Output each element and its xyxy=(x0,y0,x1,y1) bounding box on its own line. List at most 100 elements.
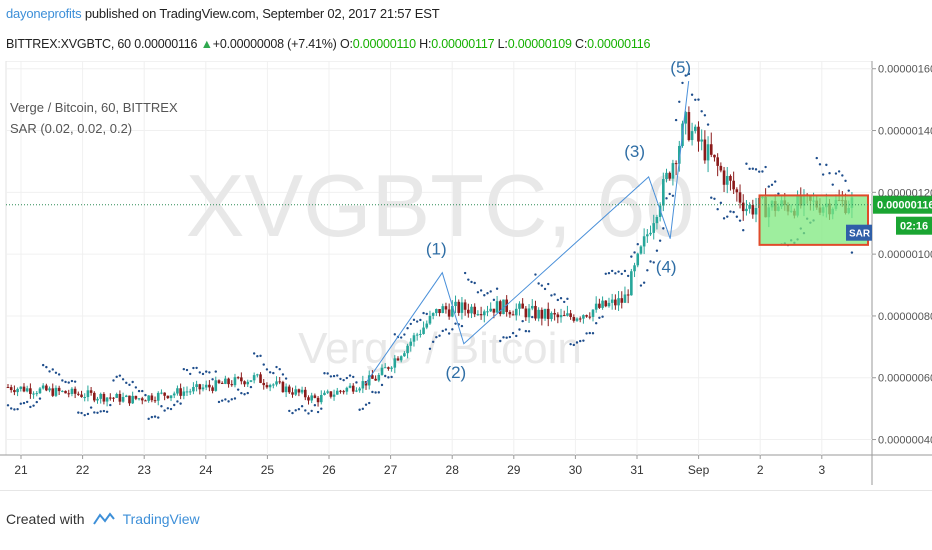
sar-dot xyxy=(166,407,170,410)
candle-body xyxy=(674,163,678,165)
candle-body xyxy=(399,356,403,361)
sar-dot xyxy=(61,379,64,382)
candle-body xyxy=(150,395,154,401)
sar-dot xyxy=(534,273,537,276)
sar-dot xyxy=(751,167,755,170)
sar-dot xyxy=(745,162,748,165)
price-tick-label: 0.00000140 xyxy=(878,126,932,138)
candle-body xyxy=(25,388,29,392)
sar-dot xyxy=(521,319,524,323)
candle-body xyxy=(249,380,253,382)
candle-body xyxy=(112,397,115,399)
sar-dot xyxy=(70,379,74,383)
sar-dot xyxy=(176,400,179,403)
sar-dot xyxy=(272,371,275,375)
symbol-label: BITTREX:XVGBTC, 60 xyxy=(6,37,131,51)
sar-dot xyxy=(153,415,157,418)
candle-body xyxy=(540,309,544,319)
candle-body xyxy=(383,367,387,369)
sar-dot xyxy=(169,407,173,411)
up-arrow-icon: ▲ xyxy=(200,37,213,51)
sar-dot xyxy=(729,210,732,213)
sar-dot xyxy=(774,180,777,183)
sar-dot xyxy=(51,368,54,371)
candle-body xyxy=(259,374,262,383)
time-tick-label: 23 xyxy=(138,463,152,477)
sar-dot xyxy=(403,333,406,336)
sar-dot xyxy=(80,411,83,415)
sar-dot xyxy=(307,412,310,415)
candle-body xyxy=(118,393,122,402)
sar-dot xyxy=(224,398,227,401)
candle-body xyxy=(447,309,451,317)
candle-body xyxy=(690,131,694,141)
candle-body xyxy=(192,386,195,392)
sar-dot xyxy=(147,417,150,421)
sar-dot xyxy=(249,385,253,389)
candle-body xyxy=(556,314,560,318)
sar-dot xyxy=(502,336,505,339)
tradingview-brand[interactable]: TradingView xyxy=(122,511,200,527)
sar-dot xyxy=(610,269,614,273)
candle-body xyxy=(642,236,646,247)
time-tick-label: 24 xyxy=(199,463,213,477)
sar-dot xyxy=(121,378,125,381)
time-tick-label: 26 xyxy=(322,463,336,477)
candle-body xyxy=(371,375,374,379)
candle-body xyxy=(409,341,413,346)
sar-dot xyxy=(454,322,457,325)
candle-body xyxy=(77,393,80,395)
sar-dot xyxy=(476,291,480,294)
sar-dot xyxy=(547,282,550,286)
candle-body xyxy=(486,311,489,313)
sar-dot xyxy=(767,185,771,188)
sar-dot xyxy=(495,287,499,290)
range-box: 0.00000116 02:16 SAR xyxy=(6,194,932,246)
high-value: 0.00000117 xyxy=(431,37,495,51)
candle-body xyxy=(208,384,211,388)
candle-body xyxy=(422,327,425,334)
candle-body xyxy=(374,378,377,381)
sar-dot xyxy=(441,329,444,333)
candle-body xyxy=(246,381,250,385)
candle-body xyxy=(297,389,301,393)
sar-dot xyxy=(326,372,329,375)
wave-label: (5) xyxy=(670,61,691,77)
author-link[interactable]: dayoneprofits xyxy=(6,6,82,21)
chart-area[interactable]: XVGBTC, 60 Verge / Bitcoin Verge / Bitco… xyxy=(0,58,932,485)
quote-line: BITTREX:XVGBTC, 60 0.00000116 ▲+0.000000… xyxy=(6,37,650,51)
candle-body xyxy=(268,384,272,388)
sar-dot xyxy=(588,331,591,335)
candle-body xyxy=(131,395,134,404)
candle-body xyxy=(96,398,99,401)
sar-dot xyxy=(671,194,675,197)
sar-dot xyxy=(102,409,106,413)
candle-body xyxy=(428,315,432,324)
sar-dot xyxy=(227,400,230,403)
price-change: +0.00000008 (+7.41%) xyxy=(212,37,337,51)
candle-body xyxy=(345,387,349,392)
candle-body xyxy=(236,377,240,379)
sar-dot xyxy=(579,339,582,343)
sar-dot xyxy=(182,367,186,371)
candle-body xyxy=(684,112,687,124)
sar-dot xyxy=(134,386,138,389)
candle-body xyxy=(169,395,173,399)
price-chart[interactable]: XVGBTC, 60 Verge / Bitcoin Verge / Bitco… xyxy=(0,58,932,485)
sar-dot xyxy=(268,371,272,374)
sar-dot xyxy=(479,289,483,292)
time-tick-label: 30 xyxy=(569,463,583,477)
candle-body xyxy=(649,232,652,235)
candle-body xyxy=(415,334,419,336)
candle-body xyxy=(668,172,672,179)
candle-body xyxy=(521,303,524,309)
candle-body xyxy=(754,207,758,215)
candle-body xyxy=(620,298,624,303)
candle-body xyxy=(252,375,256,381)
created-with-text: Created with xyxy=(6,511,85,527)
sar-dot xyxy=(415,320,419,323)
candle-body xyxy=(313,395,317,398)
sar-dot xyxy=(233,397,237,400)
sar-dot xyxy=(387,376,390,379)
candle-body xyxy=(693,126,697,132)
